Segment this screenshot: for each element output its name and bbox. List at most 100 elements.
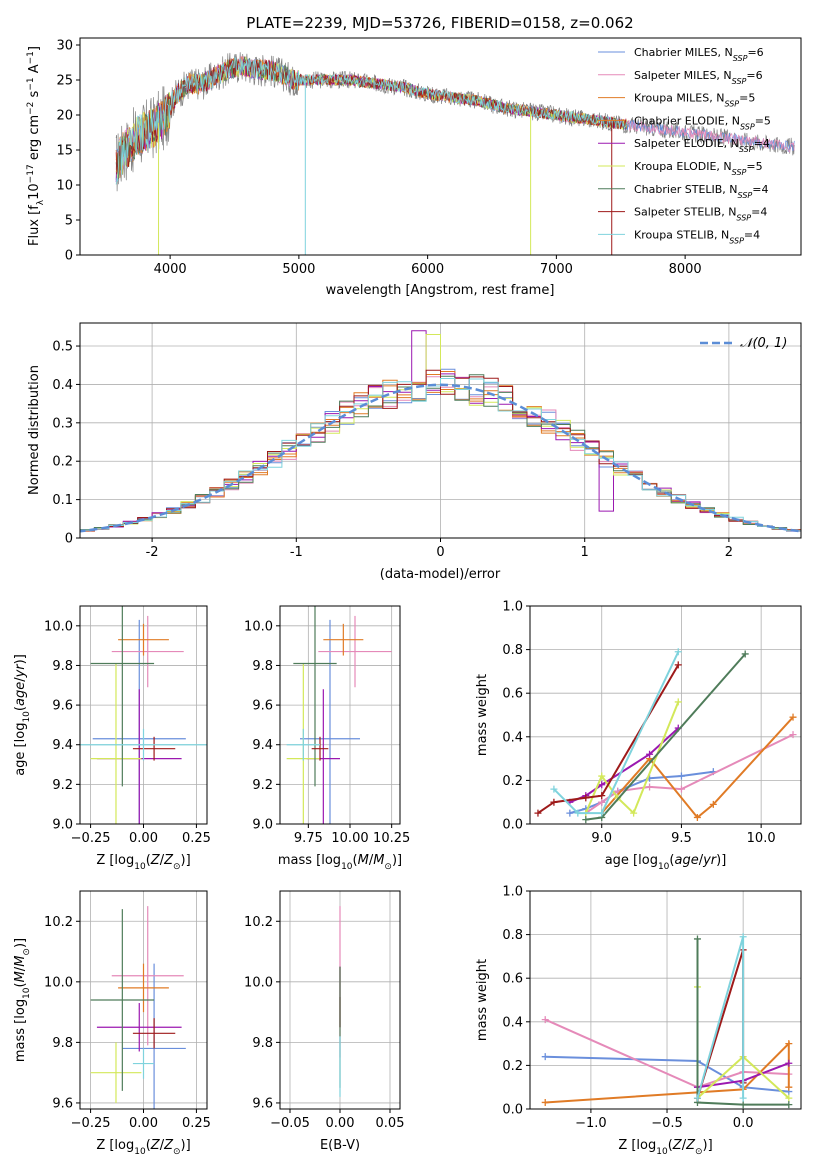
y-tick-label: 0.4 — [502, 730, 523, 745]
spectrum-panel-marks — [115, 52, 795, 255]
x-tick-label: 0.05 — [376, 1116, 405, 1131]
age-vs-z-panel: −0.25 0.00 0.25 9.0 9.2 9.4 9.6 9.8 10.0 Z [log10… — [13, 605, 211, 872]
legend-entry: Salpeter ELODIE, NSSP=4 — [634, 137, 770, 154]
mass-weight-age-panel-ylabel: mass weight — [475, 674, 490, 756]
y-tick-label: 0.5 — [52, 340, 73, 355]
data-point — [674, 698, 682, 706]
data-point — [677, 772, 685, 780]
x-tick-label: 8000 — [669, 262, 702, 277]
spectrum-legend: Chabrier MILES, NSSP=6 Salpeter MILES, NS… — [598, 46, 771, 245]
x-tick-label: 0 — [436, 545, 444, 560]
mass-weight-age-panel: 9.0 9.5 10.0 0.0 0.2 0.4 0.6 0.8 1.0 age [log10(a… — [475, 600, 802, 872]
data-point — [646, 750, 654, 758]
series-line — [553, 651, 680, 815]
legend-entry: Chabrier STELIB, NSSP=4 — [634, 183, 768, 200]
legend-entry: Salpeter MILES, NSSP=6 — [634, 69, 763, 86]
spectrum-xlabel: wavelength [Angstrom, rest frame] — [326, 283, 555, 298]
mass-vs-ebv-panel-xlabel: E(B-V) — [320, 1138, 360, 1153]
errorbar-salpeter-miles — [111, 906, 184, 1046]
mass-vs-z-panel: −0.25 0.00 0.25 9.6 9.8 10.0 10.2 Z [log10(Z/Z⊙… — [13, 890, 211, 1157]
gaussian-curve — [80, 383, 801, 533]
data-point — [674, 661, 682, 669]
y-tick-label: 0.4 — [502, 1015, 523, 1030]
errorbar-salpeter-stelib — [311, 736, 329, 761]
series-line — [696, 939, 789, 1106]
series-chabrier-miles — [541, 1053, 793, 1096]
histogram-panel: -2 -1 0 1 2 0 0.1 0.2 0.3 0.4 0.5 (data-model)/erro… — [27, 322, 802, 582]
spectrum-ylabel: Flux [fλ10−17 erg cm−2 s−1 A−1] — [26, 46, 46, 246]
series-kroupa-stelib — [550, 648, 682, 817]
y-tick-label: 20 — [56, 109, 73, 124]
data-point — [541, 1098, 549, 1106]
mass-vs-z-panel-marks — [90, 906, 186, 1109]
axes-frame — [79, 37, 802, 256]
y-tick-label: 10.0 — [244, 975, 273, 990]
x-tick-label: 10.25 — [373, 831, 410, 846]
x-tick-label: -1 — [290, 545, 303, 560]
errorbar-chabrier-stelib — [90, 606, 155, 787]
legend-entry: Chabrier ELODIE, NSSP=5 — [634, 114, 771, 130]
y-tick-label: 0.8 — [502, 643, 523, 658]
legend-entry: Chabrier MILES, NSSP=6 — [634, 46, 764, 63]
data-point — [785, 1040, 793, 1048]
y-tick-label: 0.2 — [52, 455, 73, 470]
y-tick-label: 9.4 — [252, 738, 273, 753]
series-chabrier-stelib — [582, 650, 749, 824]
data-point — [739, 1094, 747, 1102]
data-point — [693, 1094, 701, 1102]
y-tick-label: 0 — [65, 532, 73, 547]
data-point — [785, 1101, 793, 1109]
histogram-kroupa-stelib — [80, 378, 801, 533]
y-tick-label: 10.2 — [244, 915, 273, 930]
y-tick-label: 1.0 — [502, 885, 523, 900]
histogram-xlabel: (data-model)/error — [380, 567, 501, 582]
age-vs-z-panel-xlabel: Z [log10(Z/Z⊙)] — [96, 853, 190, 872]
data-point — [785, 1094, 793, 1102]
x-tick-label: 0.25 — [182, 831, 211, 846]
x-tick-label: 10.00 — [331, 831, 368, 846]
y-tick-label: 9.8 — [252, 659, 273, 674]
y-tick-label: 30 — [56, 39, 73, 54]
axes-frame — [529, 605, 802, 825]
mass-weight-age-panel-xlabel: age [log10(age/yr)] — [605, 853, 727, 872]
x-tick-label: 0.00 — [129, 1116, 158, 1131]
series-chabrier-stelib — [693, 935, 793, 1109]
errorbar-chabrier-miles — [300, 619, 360, 824]
data-point — [534, 809, 542, 817]
data-point — [674, 648, 682, 656]
data-point — [693, 813, 701, 821]
y-tick-label: 9.2 — [52, 778, 73, 793]
y-tick-label: 25 — [56, 74, 73, 89]
x-tick-label: 4000 — [154, 262, 187, 277]
errorbar-kroupa-miles — [118, 623, 169, 656]
x-tick-label: 2 — [725, 545, 733, 560]
x-tick-label: -2 — [146, 545, 159, 560]
y-tick-label: 0.2 — [502, 1059, 523, 1074]
legend-entry: Kroupa ELODIE, NSSP=5 — [634, 160, 763, 177]
y-tick-label: 1.0 — [502, 600, 523, 615]
data-point — [677, 785, 685, 793]
age-vs-mass-panel-marks — [286, 606, 392, 824]
x-tick-label: 9.5 — [671, 831, 692, 846]
x-tick-label: −0.25 — [71, 1116, 111, 1131]
axes-frame — [279, 605, 401, 825]
x-tick-label: 9.75 — [294, 831, 323, 846]
y-tick-label: 15 — [56, 144, 73, 159]
errorbar-kroupa-miles — [118, 963, 169, 1013]
y-tick-label: 10.0 — [44, 975, 73, 990]
y-tick-label: 9.0 — [52, 818, 73, 833]
y-tick-label: 9.2 — [252, 778, 273, 793]
data-point — [789, 713, 797, 721]
errorbar-salpeter-elodie — [96, 1003, 182, 1052]
data-point — [582, 816, 590, 824]
legend-entry: 𝒩(0, 1) — [740, 336, 787, 351]
errorbar-salpeter-stelib — [132, 1018, 176, 1049]
errorbar-kroupa-elodie — [90, 1042, 142, 1103]
data-point — [598, 772, 606, 780]
y-tick-label: 0 — [65, 249, 73, 264]
x-tick-label: −0.5 — [651, 1116, 683, 1131]
x-tick-label: 9.0 — [591, 831, 612, 846]
y-tick-label: 9.6 — [252, 699, 273, 714]
x-tick-label: 6000 — [411, 262, 444, 277]
spectrum-panel: 4000 5000 6000 7000 8000 0 5 10 15 20 25 30 PLATE=22… — [26, 14, 802, 298]
